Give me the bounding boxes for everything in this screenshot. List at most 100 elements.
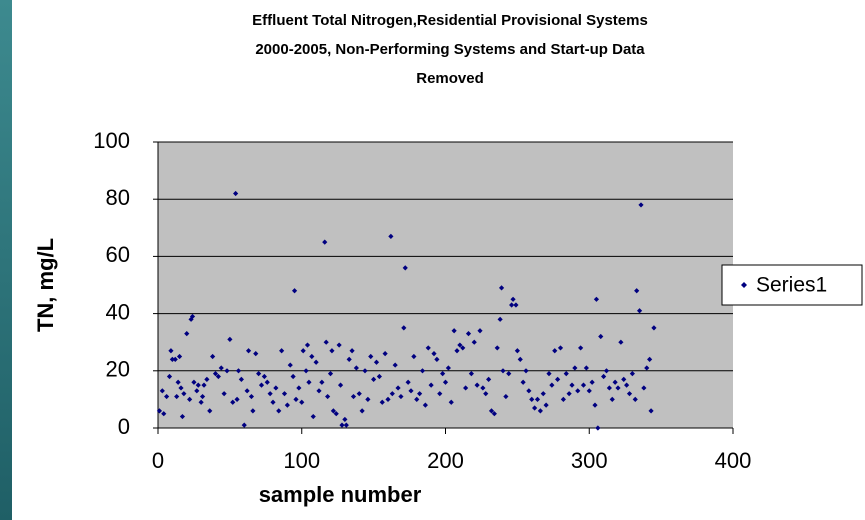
point xyxy=(172,356,178,362)
point xyxy=(543,402,549,408)
point xyxy=(437,391,443,397)
point xyxy=(595,425,601,431)
point xyxy=(592,402,598,408)
point xyxy=(279,348,285,354)
point xyxy=(520,379,526,385)
point xyxy=(618,339,624,345)
x-axis-label: sample number xyxy=(259,482,422,507)
point xyxy=(359,408,365,414)
point xyxy=(235,368,242,374)
point xyxy=(395,385,401,391)
y-tick-label: 100 xyxy=(93,128,130,153)
point xyxy=(256,371,262,377)
point xyxy=(201,382,207,388)
point xyxy=(368,353,374,360)
y-tick-label: 40 xyxy=(106,299,130,324)
point xyxy=(598,333,604,340)
point xyxy=(303,368,309,374)
point xyxy=(313,359,319,365)
point xyxy=(612,379,618,385)
point xyxy=(480,385,486,391)
point xyxy=(159,388,165,394)
point xyxy=(560,396,566,402)
point xyxy=(549,382,555,388)
y-tick-label: 20 xyxy=(106,357,130,382)
point xyxy=(353,365,359,371)
point xyxy=(593,296,600,302)
point xyxy=(322,239,328,245)
point xyxy=(264,379,270,385)
point xyxy=(488,408,495,414)
chart-title: Effluent Total Nitrogen,Residential Prov… xyxy=(252,12,648,87)
y-axis-label: TN, mg/L xyxy=(33,238,58,332)
point xyxy=(621,376,627,382)
point xyxy=(300,348,306,354)
point xyxy=(419,368,426,374)
point xyxy=(224,368,230,374)
point xyxy=(245,348,252,354)
point xyxy=(398,393,404,400)
point xyxy=(624,382,630,388)
point xyxy=(168,348,174,354)
x-tick-label: 100 xyxy=(283,448,320,473)
point xyxy=(176,353,183,360)
point xyxy=(330,408,336,414)
point xyxy=(382,351,388,357)
point xyxy=(241,422,247,428)
point xyxy=(230,399,236,405)
point xyxy=(517,356,523,362)
point xyxy=(569,382,575,388)
point xyxy=(194,388,200,394)
point xyxy=(342,416,348,423)
point xyxy=(329,348,335,354)
point xyxy=(161,411,167,417)
point xyxy=(284,402,290,408)
point xyxy=(497,316,503,322)
point xyxy=(514,348,520,354)
point xyxy=(310,413,316,420)
x-tick-label: 0 xyxy=(152,448,164,473)
point xyxy=(227,336,233,342)
point xyxy=(651,325,657,331)
point xyxy=(210,353,216,360)
point xyxy=(408,388,414,394)
point xyxy=(529,396,535,402)
point xyxy=(414,396,420,402)
point xyxy=(615,385,621,391)
y-tick-label: 60 xyxy=(106,242,130,267)
point xyxy=(250,408,256,414)
point xyxy=(417,391,423,397)
point xyxy=(563,371,569,377)
point xyxy=(632,396,638,402)
point xyxy=(156,408,163,414)
point xyxy=(195,382,201,388)
point xyxy=(373,359,380,365)
point xyxy=(500,368,506,374)
plot-area xyxy=(158,142,733,428)
point xyxy=(362,368,368,374)
point xyxy=(589,379,595,385)
point xyxy=(494,345,500,351)
point xyxy=(405,379,411,385)
point xyxy=(422,402,428,408)
point xyxy=(296,385,302,391)
point xyxy=(451,328,457,334)
legend-marker xyxy=(741,282,747,288)
point xyxy=(411,353,417,360)
point xyxy=(428,382,434,388)
point xyxy=(270,399,276,405)
point xyxy=(644,365,650,371)
point xyxy=(325,393,331,400)
point xyxy=(376,373,382,380)
point xyxy=(349,348,355,354)
point xyxy=(471,339,477,345)
point xyxy=(215,373,221,380)
point xyxy=(486,376,492,382)
point xyxy=(540,391,546,397)
point xyxy=(336,342,342,348)
point xyxy=(465,331,472,337)
point xyxy=(169,356,175,362)
point xyxy=(337,382,344,388)
